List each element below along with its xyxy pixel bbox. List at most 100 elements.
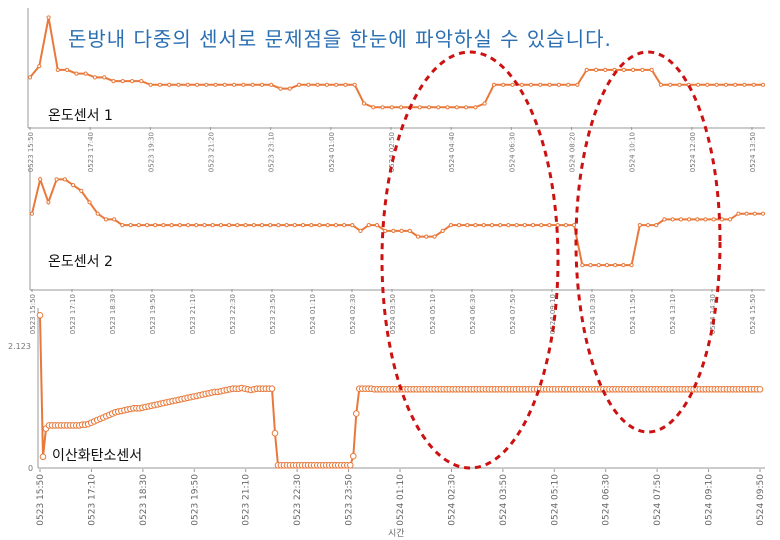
panel2-point bbox=[432, 234, 437, 239]
panel3-y-tick-top: 2.123 bbox=[8, 342, 31, 351]
panel2-point bbox=[153, 223, 158, 228]
panel3-tick-label: 0523 19:50 bbox=[190, 474, 200, 526]
panel2-label: 온도센서 2 bbox=[48, 254, 113, 270]
panel2-tick-label: 0524 05:10 bbox=[429, 294, 437, 334]
panel2-point bbox=[391, 228, 396, 233]
panel2-point bbox=[194, 223, 199, 228]
panel2-tick-label: 0524 02:30 bbox=[349, 294, 357, 334]
panel2-point bbox=[629, 263, 634, 268]
panel1-tick-label: 0524 06:30 bbox=[508, 132, 516, 172]
panel2-tick-label: 0523 17:10 bbox=[69, 294, 77, 334]
panel2-point bbox=[760, 211, 766, 216]
panel2-point bbox=[498, 223, 503, 228]
panel2-point bbox=[210, 223, 215, 228]
panel2-point bbox=[637, 223, 642, 228]
panel2-tick-label: 0523 21:10 bbox=[189, 294, 197, 334]
panel3-tick-label: 0523 17:10 bbox=[87, 474, 97, 526]
panel1-point bbox=[556, 82, 562, 87]
panel1-point bbox=[361, 101, 367, 106]
panel2-point bbox=[580, 263, 585, 268]
panel2-point bbox=[38, 177, 43, 182]
panel2-point bbox=[654, 223, 659, 228]
panel2-point bbox=[383, 228, 388, 233]
panel2-point bbox=[670, 217, 675, 222]
panel1-point bbox=[538, 82, 543, 87]
panel2-point bbox=[62, 177, 68, 182]
panel1-point bbox=[92, 75, 98, 80]
panel3-label: 이산화탄소센서 bbox=[52, 448, 142, 464]
panel1-point bbox=[454, 105, 459, 110]
panel2-point bbox=[563, 223, 569, 228]
panel2-point bbox=[284, 223, 289, 228]
panel1-tick-label: 0524 01:00 bbox=[328, 132, 336, 172]
panel1-point bbox=[491, 82, 496, 87]
panel3-tick-label: 0523 15:50 bbox=[36, 474, 46, 526]
panel2-point bbox=[325, 223, 330, 228]
panel1-point bbox=[510, 82, 515, 87]
panel2-point bbox=[440, 228, 445, 233]
panel1-point bbox=[640, 67, 645, 73]
panel1-point bbox=[399, 105, 404, 110]
panel2-point bbox=[342, 223, 347, 228]
panel2-point bbox=[251, 223, 256, 228]
panel1-point bbox=[232, 82, 237, 87]
panel2-point bbox=[752, 211, 757, 216]
panel2-point bbox=[276, 223, 281, 228]
panel2-point bbox=[333, 223, 338, 228]
panel2-point bbox=[415, 234, 421, 239]
panel2-point bbox=[366, 223, 371, 228]
panel2-point bbox=[112, 217, 117, 222]
panel2-point bbox=[703, 217, 708, 222]
panel1-point bbox=[315, 82, 320, 87]
panel2-point bbox=[169, 223, 174, 228]
panel2-point bbox=[736, 211, 741, 216]
panel2-point bbox=[300, 223, 306, 228]
panel3-tick-label: 0524 03:50 bbox=[499, 474, 509, 526]
panel2-point bbox=[218, 223, 223, 228]
panel2-point bbox=[177, 223, 182, 228]
panel1-point bbox=[157, 82, 162, 87]
panel1-point bbox=[751, 82, 756, 87]
panel2-point bbox=[95, 211, 100, 216]
panel2-point bbox=[662, 217, 667, 222]
panel1-point bbox=[37, 64, 42, 69]
panel1-point bbox=[139, 79, 144, 84]
panel1-point bbox=[111, 79, 116, 84]
panel2-point bbox=[243, 223, 248, 228]
panel2-point bbox=[506, 223, 511, 228]
panel2-tick-label: 0524 06:30 bbox=[469, 294, 477, 334]
panel2-point bbox=[489, 223, 495, 228]
panel1-tick-label: 0523 19:30 bbox=[147, 132, 155, 172]
panel1-point bbox=[417, 105, 422, 110]
panel2-point bbox=[728, 217, 733, 222]
panel1-point bbox=[250, 82, 255, 87]
panel2-point bbox=[588, 263, 593, 268]
panel1-point bbox=[297, 82, 302, 87]
panel1-point bbox=[167, 82, 172, 87]
panel1-point bbox=[185, 82, 190, 87]
panel1-point bbox=[222, 82, 227, 87]
panel1-point bbox=[352, 82, 357, 87]
panel2-point bbox=[547, 223, 552, 228]
panel1-point bbox=[436, 105, 441, 110]
panel1-point bbox=[649, 67, 654, 73]
panel1-tick-label: 0523 15:50 bbox=[27, 132, 35, 172]
panel2-point bbox=[317, 223, 322, 228]
panel1-point bbox=[464, 105, 469, 110]
panel2-point bbox=[424, 234, 429, 239]
panel3-point bbox=[268, 385, 276, 393]
panel2-tick-label: 0524 10:30 bbox=[589, 294, 597, 334]
panel1-point bbox=[668, 82, 673, 87]
panel2-point bbox=[604, 263, 610, 268]
panel3-x-axis-title: 시간 bbox=[388, 528, 405, 539]
panel1-point bbox=[102, 75, 107, 80]
panel1-point bbox=[445, 105, 450, 110]
panel2-tick-label: 0523 22:30 bbox=[229, 294, 237, 334]
panel1-point bbox=[120, 79, 125, 84]
panel1-point bbox=[259, 82, 265, 87]
panel1-point bbox=[547, 82, 552, 87]
panel2-point bbox=[481, 223, 486, 228]
panel2-tick-label: 0524 15:50 bbox=[749, 294, 757, 334]
panel1-point bbox=[213, 82, 218, 87]
